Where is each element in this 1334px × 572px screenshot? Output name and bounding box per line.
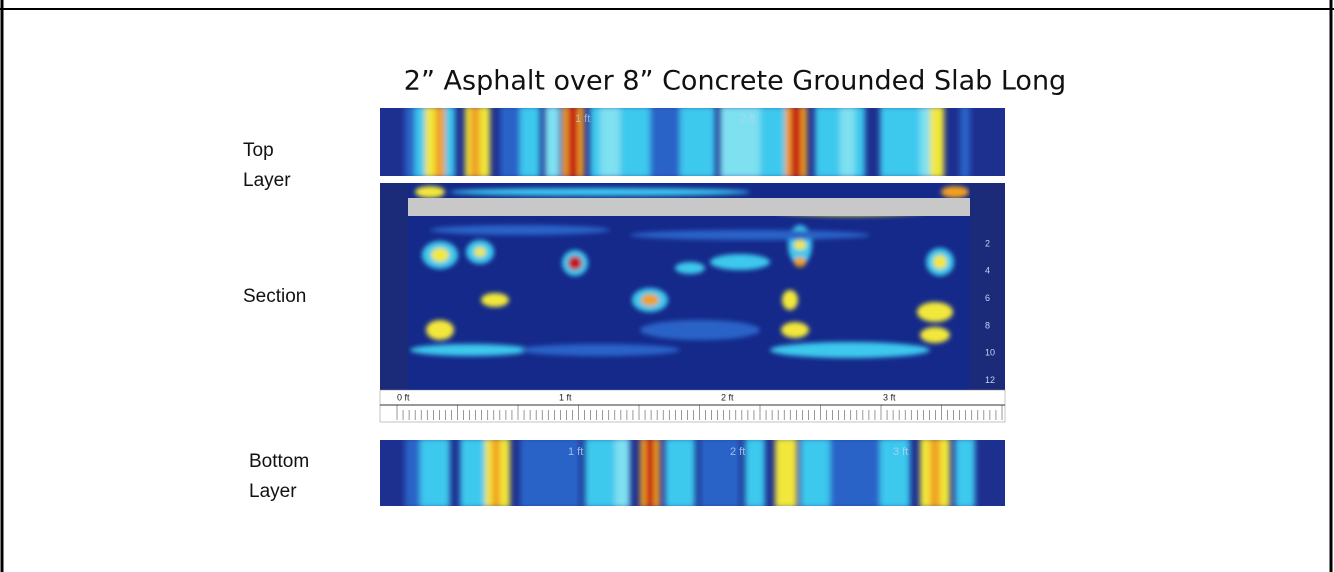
scan-blob [781, 322, 809, 338]
scan-stripe [520, 108, 540, 176]
scan-stripe [930, 108, 944, 176]
scan-blob [770, 342, 930, 358]
scan-stripe [800, 440, 830, 506]
scan-blob [641, 294, 659, 306]
depth-label: 12 [985, 375, 995, 385]
scan-stripe [405, 108, 417, 176]
scan-blob [568, 256, 582, 270]
scan-marker: 1 ft [575, 113, 590, 125]
scan-texture [405, 108, 970, 176]
scan-blob [933, 255, 947, 269]
scan-blob [941, 186, 969, 198]
label: Bottom [249, 451, 309, 472]
scan-stripe [960, 108, 970, 176]
depth-label: 2 [985, 238, 990, 248]
scan-stripe [520, 440, 580, 506]
scan-blob [450, 188, 750, 196]
scan-blob [630, 230, 870, 240]
scan-marker: 2 ft [740, 113, 755, 125]
scan-edge [380, 183, 408, 390]
bottom-layer-scan [380, 440, 1005, 506]
scan-blob [675, 262, 705, 274]
scan-blob [794, 240, 806, 250]
scan-blob [481, 293, 509, 307]
scan-texture [405, 440, 975, 506]
scan-stripe [791, 108, 801, 176]
scan-stripe [830, 440, 880, 506]
scan-stripe [600, 108, 620, 176]
title: 2” Asphalt over 8” Concrete Grounded Sla… [404, 66, 1066, 97]
ruler-label: 2 ft [721, 392, 734, 402]
label: Top [243, 140, 274, 161]
top-layer-scan [380, 108, 1005, 176]
scan-overlay [380, 198, 1005, 216]
scan-blob [920, 327, 950, 343]
scan-blob [710, 254, 770, 270]
scan-stripe [405, 440, 420, 506]
scan-stripe [840, 108, 855, 176]
scan-blob [794, 257, 806, 267]
scan-stripe [880, 440, 910, 506]
scan-stripe [420, 440, 450, 506]
scan-marker: 3 ft [893, 446, 908, 458]
scan-stripe [680, 108, 715, 176]
label: Section [243, 286, 306, 307]
depth-label: 10 [985, 348, 995, 358]
scan-edge [970, 183, 1005, 390]
depth-label: 4 [985, 266, 990, 276]
scan-stripe [720, 108, 760, 176]
scan-stripe [568, 108, 578, 176]
scan-blob [426, 320, 454, 340]
ruler-label: 1 ft [559, 392, 572, 402]
scan-stripe [615, 440, 630, 506]
scan-blob [640, 320, 760, 340]
ruler-label: 0 ft [397, 392, 410, 402]
scan-marker: 2 ft [730, 446, 745, 458]
scan-blob [415, 186, 445, 198]
scan-stripe [545, 108, 560, 176]
scan-stripe [700, 440, 740, 506]
ruler-ticks [380, 404, 1005, 420]
scan-blob [410, 344, 530, 356]
depth-label: 8 [985, 320, 990, 330]
depth-label: 6 [985, 293, 990, 303]
scan-stripe [646, 440, 654, 506]
scan-blob [430, 225, 610, 235]
scan-marker: 1 ft [568, 446, 583, 458]
scan-stripe [470, 108, 480, 176]
label: Layer [249, 481, 297, 502]
label: Layer [243, 170, 291, 191]
scan-blob [917, 302, 953, 322]
scan-stripe [760, 108, 785, 176]
scan-stripe [745, 440, 765, 506]
scan-stripe [880, 108, 920, 176]
ruler [379, 389, 1006, 423]
scan-stripe [775, 440, 797, 506]
section-scan [380, 183, 1005, 390]
scan-blob [474, 247, 486, 257]
scan-blob [431, 248, 449, 262]
scan-stripe [492, 440, 500, 506]
scan-blob [782, 290, 798, 310]
ruler-label: 3 ft [883, 392, 896, 402]
scan-stripe [955, 440, 975, 506]
scan-stripe [665, 440, 695, 506]
scan-stripe [930, 440, 940, 506]
scan-stripe [435, 108, 445, 176]
scan-blob [520, 344, 680, 356]
